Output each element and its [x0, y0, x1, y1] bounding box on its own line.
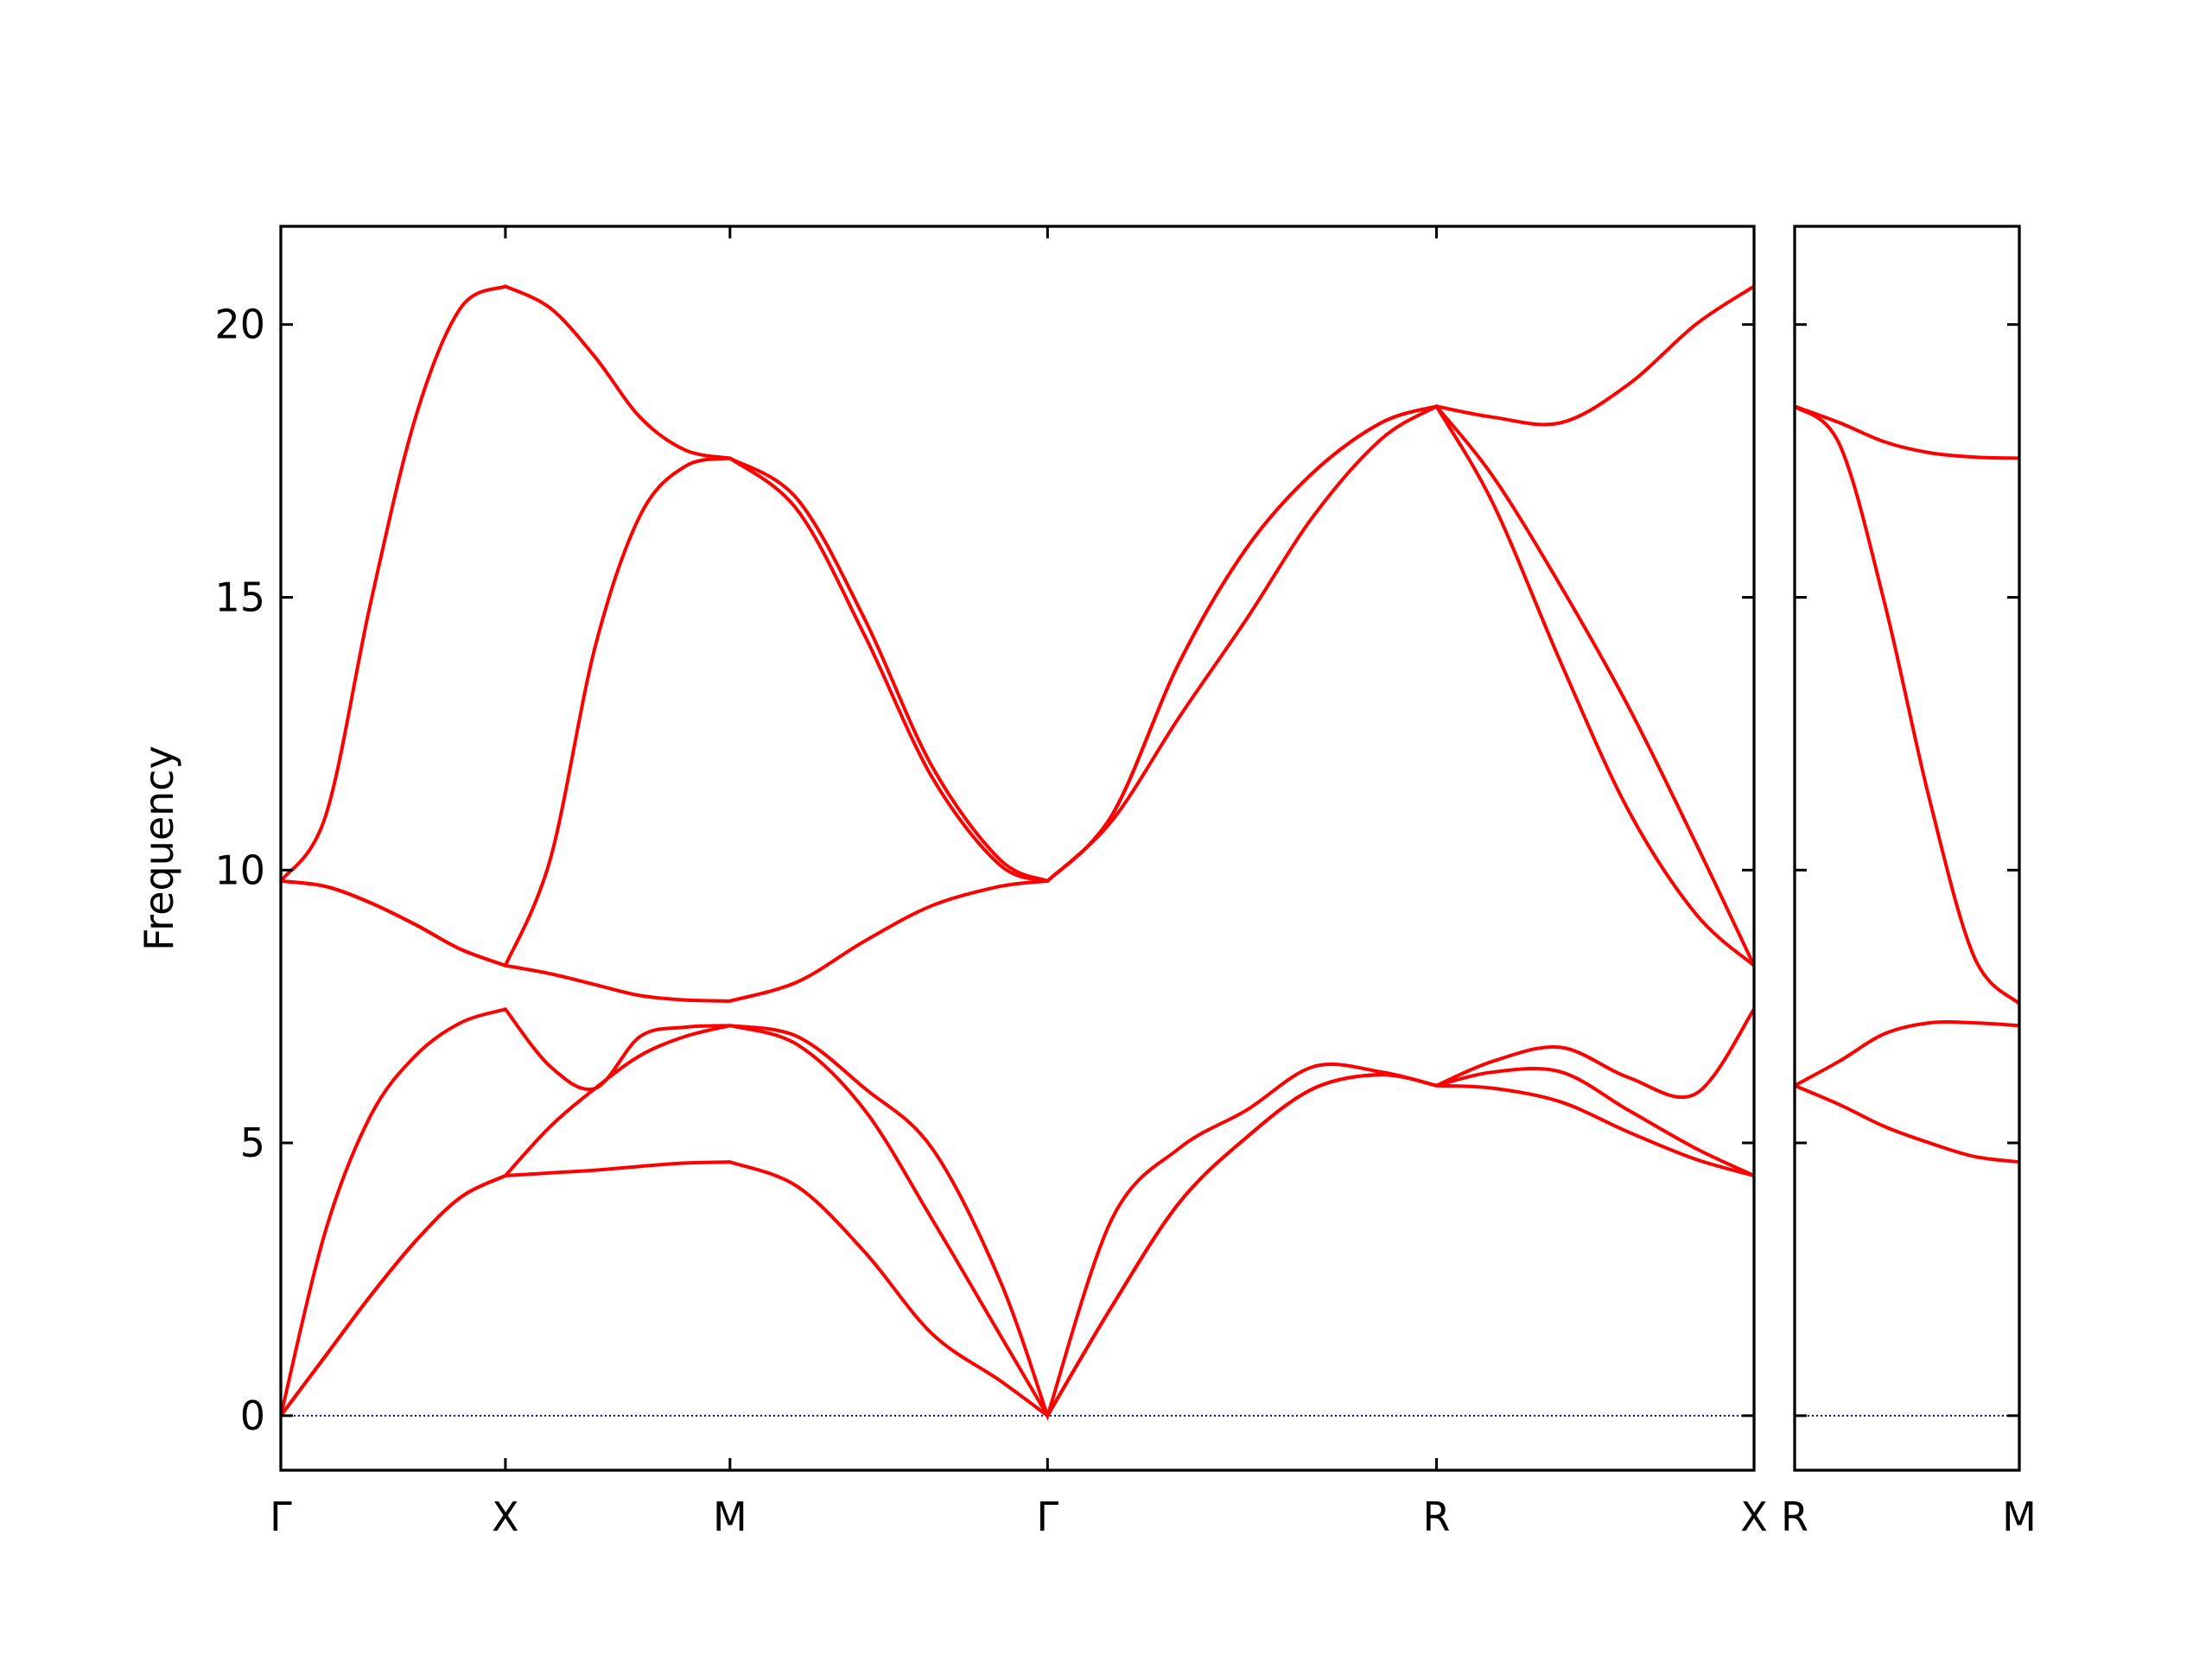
x-tick-label: X	[492, 1494, 519, 1540]
band-line	[281, 403, 1754, 1003]
y-tick-label: 20	[214, 301, 265, 348]
band-line	[1795, 404, 2019, 460]
x-tick-label: Γ	[1037, 1494, 1059, 1540]
band-line	[1795, 404, 2019, 1005]
band-line	[281, 404, 1754, 968]
band-line	[281, 1024, 1754, 1419]
band-line	[281, 1007, 1754, 1422]
y-tick-label: 10	[214, 847, 265, 893]
y-tick-label: 5	[240, 1120, 265, 1166]
band-line	[281, 284, 1754, 884]
x-tick-label: R	[1423, 1494, 1451, 1540]
x-tick-label: R	[1781, 1494, 1808, 1540]
x-tick-label: Γ	[270, 1494, 292, 1540]
axes-frame	[279, 225, 1756, 1472]
y-tick-label: 0	[240, 1392, 265, 1439]
axes-frame	[1793, 225, 2021, 1472]
y-tick-label: 15	[214, 574, 265, 620]
y-axis-label: Frequency	[136, 745, 182, 951]
band-line	[1795, 1083, 2019, 1164]
x-tick-label: M	[2002, 1494, 2037, 1540]
band-line	[1795, 1020, 2019, 1088]
x-tick-label: M	[713, 1494, 747, 1540]
x-tick-label: X	[1740, 1494, 1768, 1540]
